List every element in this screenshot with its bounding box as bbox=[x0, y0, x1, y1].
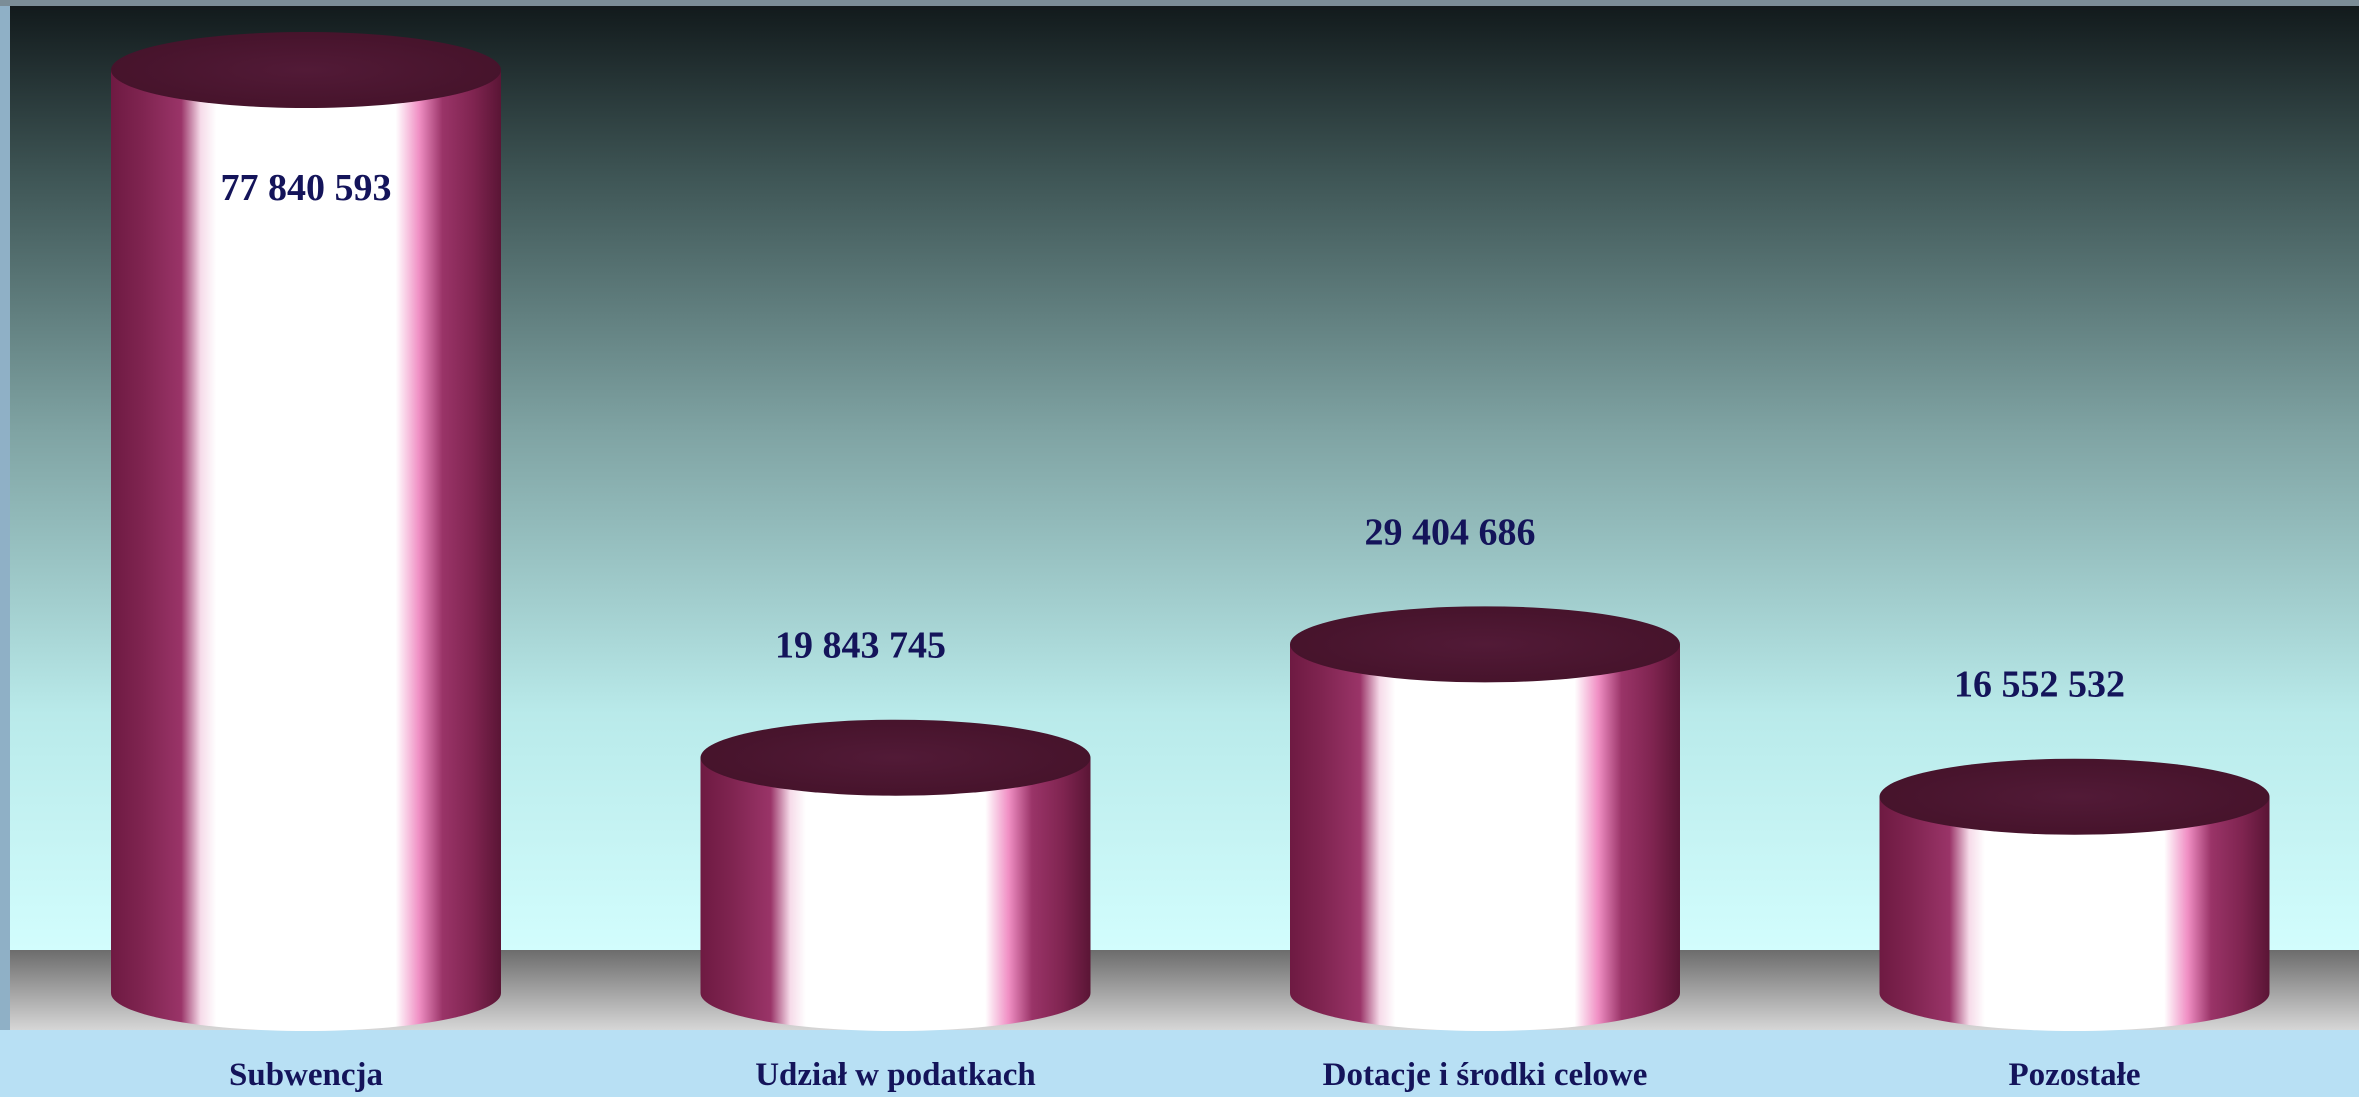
bar-4 bbox=[1879, 758, 2270, 1031]
bar-top bbox=[700, 719, 1091, 796]
data-label: 19 843 745 bbox=[775, 625, 946, 667]
bar-body bbox=[700, 757, 1091, 1031]
data-label: 16 552 532 bbox=[1954, 664, 2125, 706]
bar-1 bbox=[111, 32, 501, 1031]
chart-frame-left bbox=[0, 0, 10, 1030]
category-label: Subwencja bbox=[229, 1057, 383, 1092]
bar-body bbox=[1879, 796, 2270, 1031]
bar-top bbox=[1879, 758, 2270, 835]
category-label: Dotacje i środki celowe bbox=[1323, 1057, 1648, 1092]
category-label: Pozostałe bbox=[2009, 1057, 2141, 1092]
data-label: 29 404 686 bbox=[1365, 511, 1536, 553]
bars-layer bbox=[111, 32, 2270, 1031]
bar-3 bbox=[1290, 606, 1680, 1031]
bar-2 bbox=[700, 719, 1091, 1031]
category-band bbox=[0, 1030, 2359, 1092]
bar-body bbox=[1290, 644, 1680, 1031]
data-label: 77 840 593 bbox=[221, 167, 392, 209]
bar-top bbox=[1290, 606, 1680, 683]
bar-top bbox=[111, 32, 501, 108]
chart-frame-top bbox=[0, 0, 2359, 6]
labels-layer: 77 840 593 Subwencja 19 843 745 Udział w po… bbox=[221, 167, 2141, 1093]
bar-body bbox=[111, 70, 501, 1031]
category-label: Udział w podatkach bbox=[755, 1057, 1036, 1092]
